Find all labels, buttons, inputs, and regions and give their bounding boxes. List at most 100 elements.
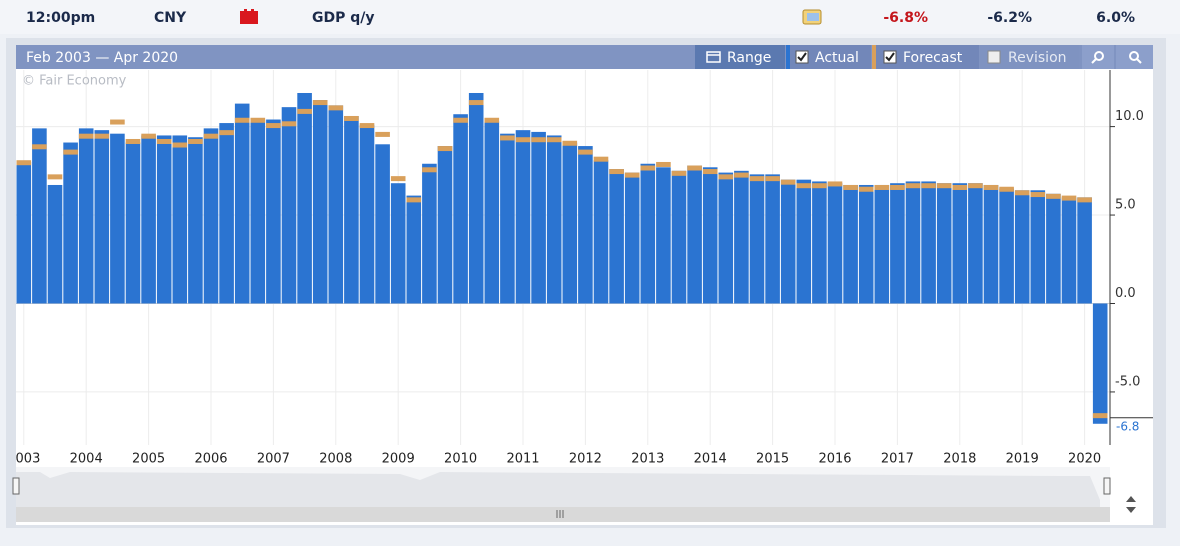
bar <box>1046 193 1061 304</box>
bar <box>172 135 188 304</box>
forecast-band <box>500 135 515 141</box>
bar <box>500 133 515 304</box>
bar <box>609 169 624 304</box>
x-tick-label: 2020 <box>1068 452 1101 467</box>
x-tick-label: 2009 <box>382 452 415 467</box>
forecast-band <box>952 184 968 190</box>
range-label[interactable]: Range <box>727 50 771 66</box>
forecast-band <box>375 131 390 137</box>
forecast-band <box>936 183 952 189</box>
forecast-band <box>1092 413 1108 419</box>
bar <box>936 183 952 304</box>
forecast-band <box>390 176 406 182</box>
forecast-band <box>312 100 328 106</box>
resize-handle[interactable] <box>1126 496 1136 513</box>
last-value-label: -6.8 <box>1116 419 1139 433</box>
actual-toggle[interactable]: Actual <box>786 45 871 69</box>
zoom-in[interactable] <box>1082 45 1114 69</box>
forecast-band <box>437 146 453 152</box>
legend-actual[interactable]: Actual <box>815 50 859 66</box>
y-tick-label: 10.0 <box>1115 109 1144 124</box>
bar <box>578 146 593 304</box>
forecast-band <box>359 123 375 129</box>
zoom-out[interactable] <box>1116 45 1153 69</box>
forecast-band <box>63 149 78 155</box>
scrollbar[interactable] <box>16 507 1110 522</box>
forecast-band <box>702 169 718 175</box>
bar <box>890 183 905 304</box>
forecast-toggle[interactable]: Forecast <box>872 45 979 69</box>
bar <box>219 123 234 304</box>
bar <box>874 184 890 304</box>
revision-toggle[interactable]: Revision <box>980 45 1079 69</box>
bar <box>188 137 203 304</box>
bar <box>156 135 172 304</box>
bar <box>328 105 344 304</box>
forecast-band <box>32 144 47 150</box>
forecast-band <box>562 140 578 146</box>
bar <box>999 188 1014 304</box>
bar <box>671 170 687 304</box>
event-title[interactable]: GDP q/y <box>312 10 375 26</box>
forecast-band <box>890 184 905 190</box>
bar <box>780 179 796 304</box>
navigator[interactable] <box>12 467 1111 507</box>
bar <box>765 174 780 304</box>
forecast-band <box>1030 192 1046 198</box>
x-tick-label: 2010 <box>444 452 477 467</box>
bar <box>593 160 609 304</box>
x-tick-label: 2019 <box>1006 452 1039 467</box>
forecast-band <box>593 156 609 162</box>
bar <box>468 92 484 304</box>
x-tick-label: 2012 <box>569 452 602 467</box>
bar <box>47 184 63 304</box>
forecast-band <box>1061 195 1077 201</box>
bar <box>702 167 718 304</box>
forecast-band <box>531 137 546 143</box>
forecast-band <box>843 184 858 190</box>
forecast-band <box>406 197 422 203</box>
bar <box>718 172 734 304</box>
forecast-band <box>1077 197 1092 203</box>
forecast-band <box>640 165 656 171</box>
forecast-band <box>1014 190 1030 196</box>
bar <box>1061 197 1077 304</box>
forecast-band <box>983 184 999 190</box>
bar <box>905 181 921 304</box>
forecast-band <box>905 183 921 189</box>
x-tick-label: 2007 <box>257 452 290 467</box>
revision-label[interactable]: Revision <box>1008 50 1067 66</box>
bar <box>546 135 562 304</box>
bar <box>63 142 78 304</box>
forecast-band <box>999 186 1014 192</box>
forecast-band <box>484 117 500 123</box>
bar <box>16 161 32 304</box>
legend-forecast[interactable]: Forecast <box>903 50 963 66</box>
forecast-band <box>344 115 359 121</box>
forecast-band <box>609 169 624 175</box>
bar <box>437 146 453 304</box>
bar <box>266 119 281 304</box>
detail-icon[interactable] <box>802 9 822 25</box>
x-tick-label: 2015 <box>756 452 789 467</box>
bar <box>141 135 156 304</box>
bar <box>312 100 328 304</box>
forecast-band <box>156 138 172 144</box>
x-tick-label: 2018 <box>943 452 976 467</box>
forecast-band <box>827 181 843 187</box>
bar <box>390 183 406 304</box>
bar <box>203 128 219 304</box>
forecast-band <box>656 161 671 167</box>
y-tick-label: -5.0 <box>1115 374 1140 389</box>
bar <box>406 195 422 304</box>
forecast-band <box>453 117 468 123</box>
bar <box>749 174 765 304</box>
forecast-band <box>624 172 640 178</box>
impact-icon <box>240 9 258 24</box>
forecast-band <box>266 123 281 129</box>
forecast-band <box>874 184 890 190</box>
last-value-marker: -6.8 <box>1110 417 1153 433</box>
range-button[interactable]: Range <box>695 45 785 69</box>
bar <box>624 172 640 304</box>
